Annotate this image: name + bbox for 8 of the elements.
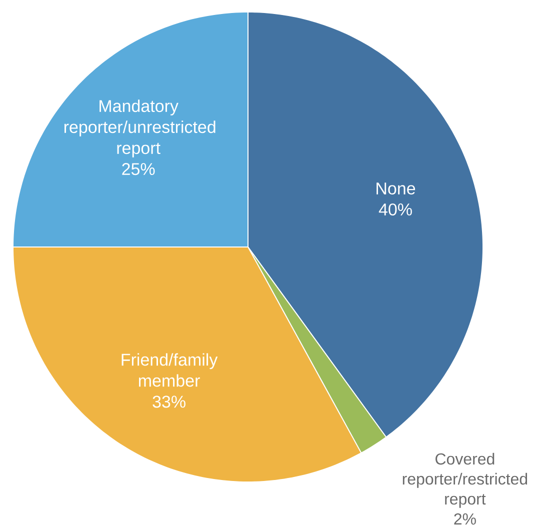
data-label: 25%	[122, 163, 155, 176]
slice-label: Covered reporter/restricted report	[402, 452, 528, 508]
data-label: 33%	[152, 396, 186, 408]
data-label: 40%	[378, 203, 412, 216]
slice-label: None	[376, 182, 416, 194]
data-label: 2%	[454, 513, 476, 525]
slice-label: Friend/family member	[122, 353, 218, 387]
slice-label: Mandatory reporter/unrestricted report	[64, 100, 216, 158]
